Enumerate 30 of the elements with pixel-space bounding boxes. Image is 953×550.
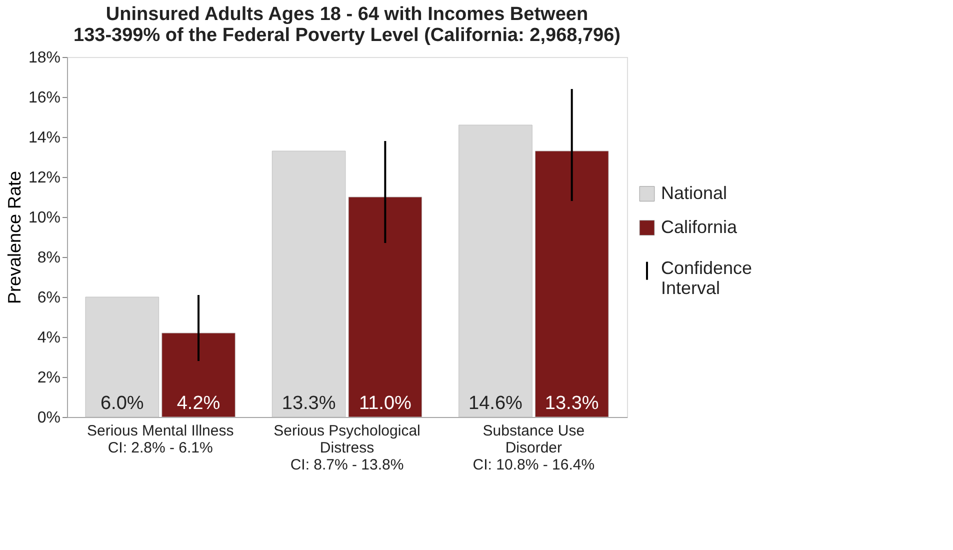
y-tick-label: 8% [37,250,60,266]
x-tick-label: Serious Psychological Distress CI: 8.7% - 13.8% [274,422,420,474]
data-label: 4.2% [176,393,220,414]
y-tick-label: 2% [37,370,60,386]
y-tick-label: 12% [28,170,60,186]
y-tick-label: 6% [37,290,60,306]
data-label: 11.0% [358,393,412,414]
chart-title: Uninsured Adults Ages 18 - 64 with Incomes Between 133-399% of the Federal Poverty Level (California: 2,968,796) [73,4,621,46]
legend-label: California [661,216,738,237]
x-tick-label: Substance Use Disorder CI: 10.8% - 16.4% [472,422,595,474]
y-axis-title: Prevalence Rate [4,170,24,304]
data-label: 13.3% [282,393,336,414]
bar [85,296,160,418]
y-tick-label: 14% [28,130,60,146]
bar [458,124,532,418]
y-tick-label: 4% [37,330,60,346]
y-tick-label: 10% [28,210,60,226]
data-label: 14.6% [468,393,523,414]
legend-label: National [661,182,728,203]
data-label: 13.3% [544,393,599,414]
bar [162,332,236,418]
y-tick-label: 16% [28,90,60,106]
text: Confidence Interval [661,258,752,298]
y-tick-label: 18% [28,50,60,66]
data-label: 6.0% [100,393,144,414]
x-tick-label: Serious Mental Illness CI: 2.8% - 6.1% [86,422,234,456]
bar [534,150,609,418]
y-tick-label: 0% [37,410,60,426]
bar [272,150,346,418]
bar [348,196,422,418]
